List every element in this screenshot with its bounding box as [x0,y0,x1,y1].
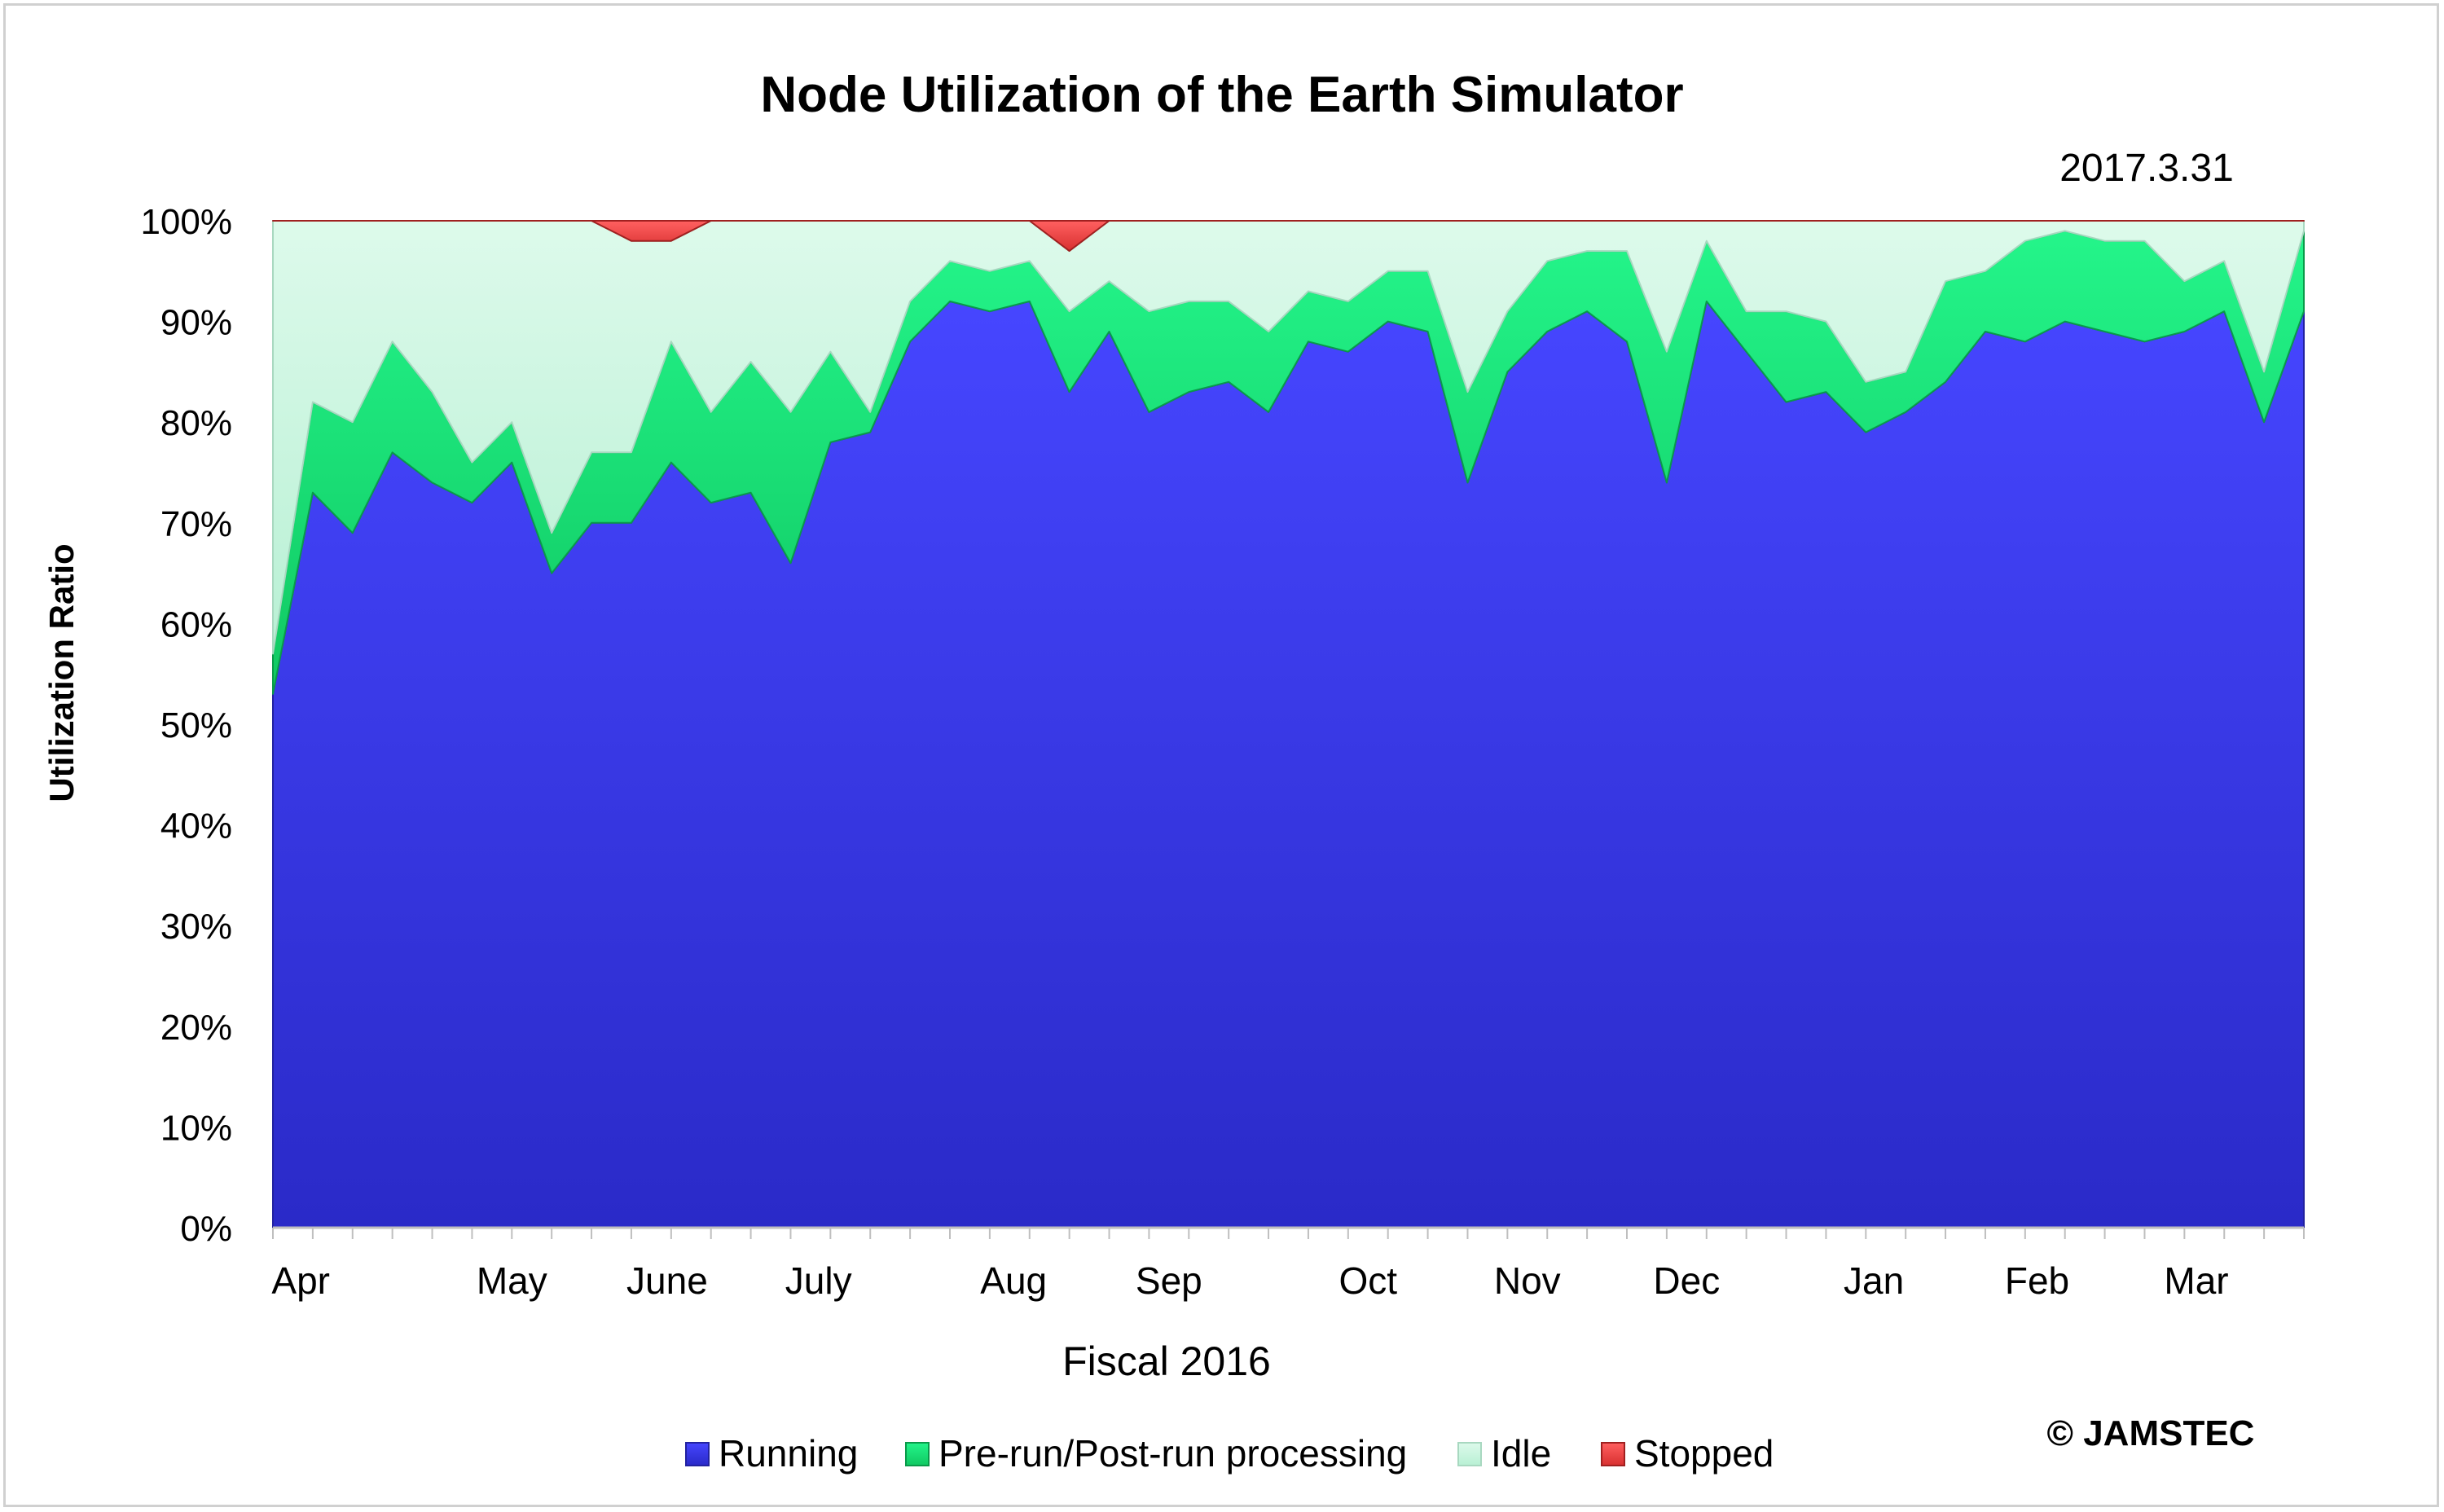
x-tick-label: Mar [2164,1259,2228,1302]
x-tick-label: Sep [1136,1259,1202,1302]
y-tick-label: 20% [160,1008,232,1048]
date-label: 2017.3.31 [2059,147,2234,190]
y-axis-label: Utilization Ratio [42,543,81,802]
legend-label: Pre-run/Post-run processing [938,1432,1407,1475]
y-tick-label: 70% [160,504,232,544]
legend: Running Pre-run/Post-run processing Idle St… [685,1432,1774,1475]
x-axis-label: Fiscal 2016 [1062,1338,1271,1384]
y-tick-label: 50% [160,705,232,745]
y-tick-label: 60% [160,604,232,644]
x-tick-label: May [477,1259,547,1302]
y-tick-label: 40% [160,807,232,846]
x-tick-label: Feb [2005,1259,2069,1302]
x-tick-labels: Apr May June July Aug Sep Oct Nov Dec Jan Feb Mar [271,1259,2228,1302]
x-tick-label: July [785,1259,852,1302]
legend-swatch [1601,1442,1625,1466]
x-tick-label: Oct [1338,1259,1397,1302]
legend-label: Idle [1491,1432,1551,1475]
y-tick-label: 90% [160,303,232,343]
legend-item: Pre-run/Post-run processing [905,1432,1407,1475]
axes [272,1226,2305,1239]
y-tick-label: 10% [160,1108,232,1148]
x-tick-label: Aug [980,1259,1047,1302]
x-tick-label: Jan [1844,1259,1904,1302]
copyright-label: © JAMSTEC [2047,1413,2255,1453]
legend-swatch [685,1442,710,1466]
legend-swatch [1457,1442,1482,1466]
y-tick-label: 80% [160,403,232,443]
x-tick-label: Apr [271,1259,330,1302]
y-tick-label: 100% [140,202,232,242]
legend-item: Running [685,1432,858,1475]
x-tick-label: June [626,1259,708,1302]
y-tick-label: 30% [160,907,232,947]
area-stopped [272,220,2305,253]
plot-area [272,220,2305,1228]
legend-item: Idle [1457,1432,1551,1475]
chart-title: Node Utilization of the Earth Simulator [760,67,1683,123]
chart-frame [3,3,2439,1507]
x-tick-label: Dec [1653,1259,1720,1302]
y-tick-label: 0% [180,1209,232,1249]
legend-swatch [905,1442,930,1466]
legend-label: Stopped [1634,1432,1774,1475]
y-tick-labels: 0% 10% 20% 30% 40% 50% 60% 70% 80% 90% 100% [140,202,232,1249]
legend-item: Stopped [1601,1432,1774,1475]
x-tick-label: Nov [1494,1259,1561,1302]
legend-label: Running [719,1432,858,1475]
